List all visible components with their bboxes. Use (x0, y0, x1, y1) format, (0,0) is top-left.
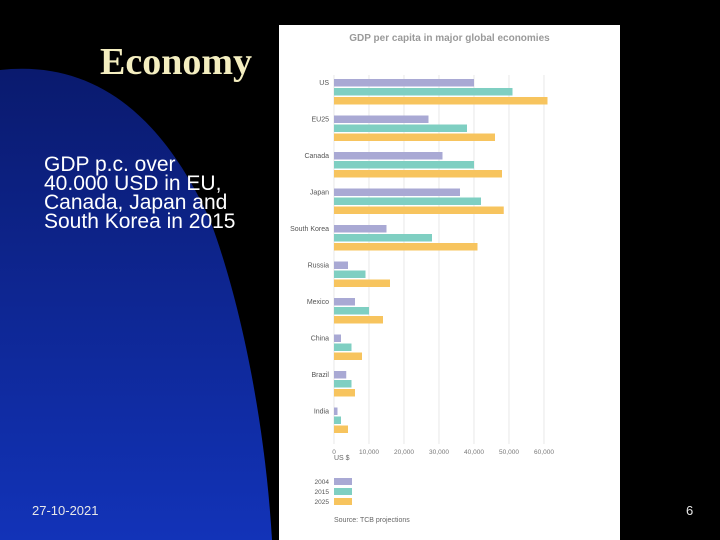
bar-2004 (334, 225, 387, 233)
bar-2025 (334, 389, 355, 397)
bar-2015 (334, 124, 467, 132)
category-label: Mexico (307, 299, 329, 306)
bar-2025 (334, 243, 478, 251)
legend-swatch (334, 498, 352, 505)
bar-2004 (334, 407, 338, 415)
bar-2004 (334, 188, 460, 196)
x-tick-label: 0 (332, 449, 336, 456)
category-label: China (311, 336, 329, 343)
bar-2025 (334, 97, 548, 105)
category-label: Japan (310, 190, 329, 197)
category-label: Canada (304, 153, 329, 160)
bar-2025 (334, 316, 383, 324)
category-label: US (319, 80, 329, 87)
legend-swatch (334, 488, 352, 495)
category-label: South Korea (290, 226, 329, 233)
x-tick-label: 60,000 (534, 449, 554, 456)
bar-2025 (334, 425, 348, 433)
bar-2025 (334, 133, 495, 141)
bar-2004 (334, 115, 429, 123)
bar-2004 (334, 371, 347, 379)
x-tick-label: 50,000 (499, 449, 519, 456)
bar-2015 (334, 343, 352, 351)
x-tick-label: 40,000 (464, 449, 484, 456)
bar-2025 (334, 352, 362, 360)
legend-label: 2004 (315, 479, 330, 486)
legend-swatch (334, 478, 352, 485)
category-label: EU25 (311, 117, 329, 124)
bar-2015 (334, 161, 474, 169)
legend-label: 2015 (315, 489, 330, 496)
chart-panel: 0 10,000 20,000 30,000 40,000 50,000 60,000 US E… (279, 25, 620, 540)
chart-title: GDP per capita in major global economies (349, 33, 550, 44)
x-tick-label: 30,000 (429, 449, 449, 456)
bar-2015 (334, 380, 352, 388)
legend-label: 2025 (315, 499, 330, 506)
bar-2015 (334, 234, 432, 242)
category-label: India (314, 409, 329, 416)
bar-2004 (334, 334, 341, 342)
chart-source: Source: TCB projections (334, 517, 410, 524)
bar-2015 (334, 416, 341, 424)
category-label: Brazil (311, 372, 329, 379)
bar-2004 (334, 152, 443, 160)
bullet-text: GDP p.c. over 40.000 USD in EU, Canada, … (44, 153, 236, 233)
x-tick-label: 10,000 (359, 449, 379, 456)
gdp-bar-chart: 0 10,000 20,000 30,000 40,000 50,000 60,000 US E… (290, 75, 554, 506)
bar-2015 (334, 307, 369, 315)
bar-2015 (334, 197, 481, 205)
bar-2025 (334, 206, 504, 214)
x-tick-label: 20,000 (394, 449, 414, 456)
bar-2025 (334, 170, 502, 178)
bar-2015 (334, 88, 513, 96)
bar-2004 (334, 298, 355, 306)
bar-2004 (334, 79, 474, 87)
x-axis-unit: US $ (334, 455, 350, 462)
page-number: 6 (686, 503, 694, 518)
category-label: Russia (308, 263, 330, 270)
footer-date: 27-10-2021 (32, 503, 99, 518)
bar-2004 (334, 261, 348, 269)
slide-title: Economy (100, 41, 252, 83)
bar-2015 (334, 270, 366, 278)
bar-2025 (334, 279, 390, 287)
